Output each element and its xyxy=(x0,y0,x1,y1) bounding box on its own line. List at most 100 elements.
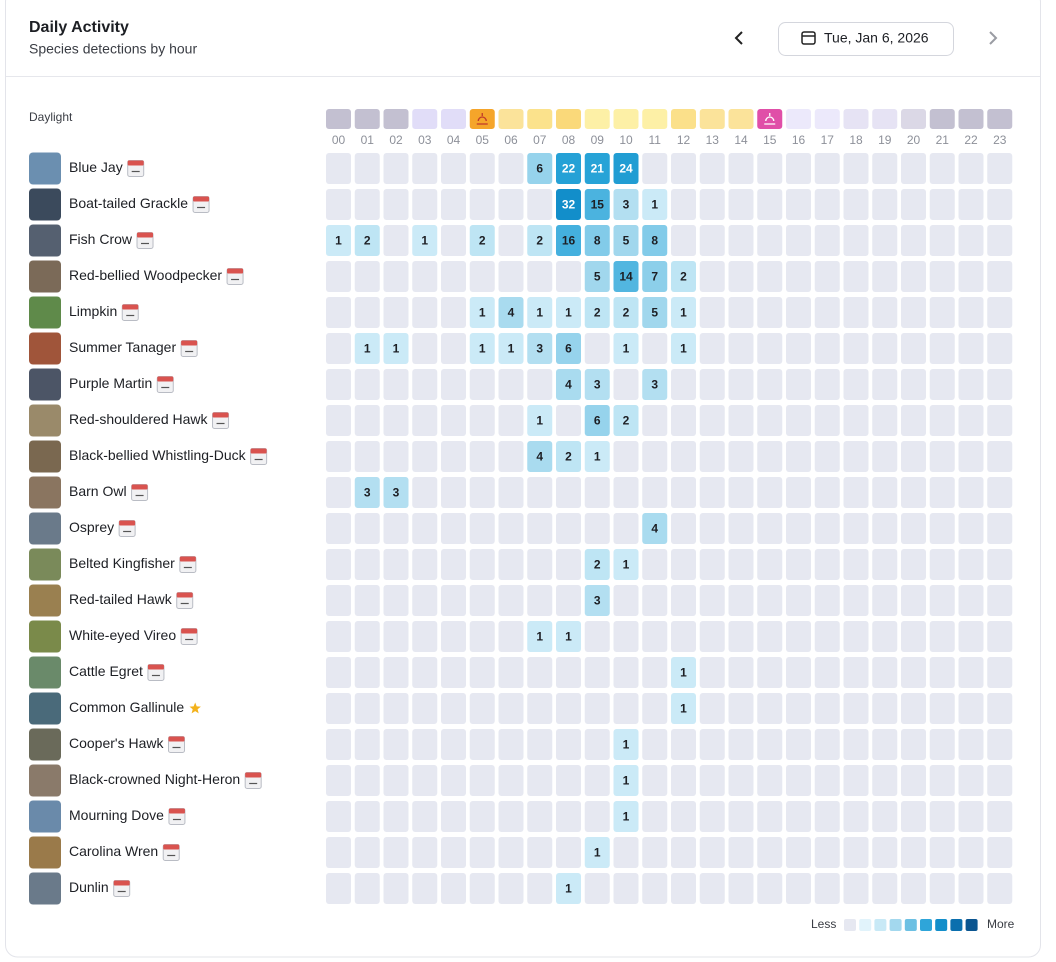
empty-cell xyxy=(901,297,926,328)
empty-cell xyxy=(958,513,984,544)
hour-label: 19 xyxy=(878,133,892,147)
calendar-badge-top xyxy=(176,592,193,598)
species-name[interactable]: Dunlin xyxy=(69,879,109,895)
empty-cell xyxy=(584,513,610,544)
species-name[interactable]: Red-bellied Woodpecker xyxy=(69,267,222,283)
species-name[interactable]: Summer Tanager xyxy=(69,339,176,355)
empty-cell xyxy=(901,729,926,760)
calendar-badge-top xyxy=(168,736,185,742)
empty-cell xyxy=(613,441,639,472)
count-cell xyxy=(354,225,380,256)
date-picker[interactable]: Tue, Jan 6, 2026 xyxy=(778,22,954,56)
empty-cell xyxy=(441,585,466,616)
empty-cell xyxy=(987,369,1013,400)
empty-cell xyxy=(901,225,926,256)
count-label: 24 xyxy=(619,162,633,176)
empty-cell xyxy=(901,405,926,436)
species-name[interactable]: Belted Kingfisher xyxy=(69,555,175,571)
species-name[interactable]: Boat-tailed Grackle xyxy=(69,195,188,211)
empty-cell xyxy=(556,837,581,868)
daylight-cell xyxy=(757,109,783,129)
count-label: 4 xyxy=(565,378,572,392)
empty-cell xyxy=(498,657,524,688)
species-name[interactable]: Carolina Wren xyxy=(69,843,158,859)
empty-cell xyxy=(584,657,610,688)
empty-cell xyxy=(814,585,840,616)
count-label: 1 xyxy=(623,774,630,788)
empty-cell xyxy=(383,657,409,688)
count-cell xyxy=(527,405,553,436)
bird-photo xyxy=(29,476,61,509)
empty-cell xyxy=(326,405,351,436)
count-label: 1 xyxy=(594,846,601,860)
species-name[interactable]: Red-shouldered Hawk xyxy=(69,411,209,427)
empty-cell xyxy=(699,261,725,292)
empty-cell xyxy=(354,297,380,328)
empty-cell xyxy=(872,513,898,544)
species-name[interactable]: Black-bellied Whistling-Duck xyxy=(69,447,247,463)
hour-label: 07 xyxy=(533,133,547,147)
count-label: 14 xyxy=(619,270,633,284)
species-name[interactable]: Osprey xyxy=(69,519,114,535)
empty-cell xyxy=(326,477,351,508)
empty-cell xyxy=(383,549,409,580)
date-button[interactable] xyxy=(778,22,954,56)
empty-cell xyxy=(929,153,955,184)
count-cell xyxy=(556,153,581,184)
species-name[interactable]: Red-tailed Hawk xyxy=(69,591,173,607)
bird-photo xyxy=(29,836,61,869)
empty-cell xyxy=(699,333,725,364)
empty-cell xyxy=(757,801,783,832)
daylight-cell xyxy=(786,109,811,129)
empty-cell xyxy=(671,585,696,616)
empty-cell xyxy=(929,729,955,760)
count-cell xyxy=(584,405,610,436)
empty-cell xyxy=(584,333,610,364)
species-name[interactable]: Cooper's Hawk xyxy=(69,735,164,751)
species-name[interactable]: Cattle Egret xyxy=(69,663,143,679)
empty-cell xyxy=(498,405,524,436)
prev-day[interactable] xyxy=(734,31,743,45)
empty-cell xyxy=(843,765,869,796)
species-name[interactable]: White-eyed Vireo xyxy=(69,627,176,643)
species-name[interactable]: Common Gallinule xyxy=(69,699,184,715)
count-cell xyxy=(584,153,610,184)
count-cell xyxy=(584,549,610,580)
empty-cell xyxy=(987,405,1013,436)
empty-cell xyxy=(527,693,553,724)
count-cell xyxy=(642,225,668,256)
empty-cell xyxy=(987,297,1013,328)
empty-cell xyxy=(987,765,1013,796)
empty-cell xyxy=(441,693,466,724)
species-name[interactable]: Mourning Dove xyxy=(69,807,164,823)
daylight-cell xyxy=(326,109,351,129)
count-label: 5 xyxy=(651,306,658,320)
empty-cell xyxy=(958,405,984,436)
empty-cell xyxy=(699,657,725,688)
species-name[interactable]: Barn Owl xyxy=(69,483,127,499)
species-name[interactable]: Purple Martin xyxy=(69,375,152,391)
count-cell xyxy=(584,369,610,400)
count-label: 32 xyxy=(562,198,576,212)
empty-cell xyxy=(987,585,1013,616)
count-cell xyxy=(527,297,553,328)
date-label[interactable]: Tue, Jan 6, 2026 xyxy=(824,30,929,46)
count-label: 3 xyxy=(594,594,601,608)
species-name[interactable]: Black-crowned Night-Heron xyxy=(69,771,240,787)
species-name[interactable]: Limpkin xyxy=(69,303,117,319)
species-name[interactable]: Fish Crow xyxy=(69,231,133,247)
species-name[interactable]: Blue Jay xyxy=(69,159,123,175)
empty-cell xyxy=(699,837,725,868)
calendar-badge-top xyxy=(245,772,262,778)
empty-cell xyxy=(671,441,696,472)
bird-photo xyxy=(29,548,61,581)
empty-cell xyxy=(326,837,351,868)
bird-photo xyxy=(29,872,61,905)
empty-cell xyxy=(671,873,696,904)
empty-cell xyxy=(929,621,955,652)
next-day[interactable] xyxy=(989,31,998,45)
empty-cell xyxy=(843,189,869,220)
empty-cell xyxy=(469,153,495,184)
empty-cell xyxy=(642,621,668,652)
